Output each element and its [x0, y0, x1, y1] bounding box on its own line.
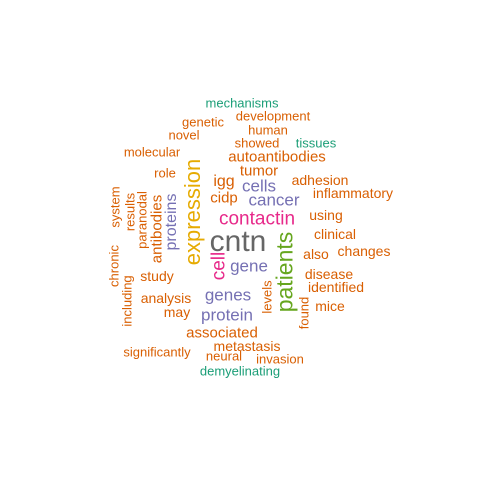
word-genes: genes: [204, 285, 252, 305]
word-showed: showed: [234, 135, 280, 151]
word-proteins: proteins: [163, 193, 180, 251]
word-may: may: [163, 304, 191, 320]
word-demyelinating: demyelinating: [199, 363, 281, 379]
word-found: found: [296, 296, 312, 330]
word-neural: neural: [205, 348, 243, 364]
word-cancer: cancer: [248, 190, 300, 210]
word-using: using: [309, 207, 343, 223]
word-identified: identified: [307, 279, 365, 295]
word-adhesion: adhesion: [291, 172, 349, 188]
word-protein: protein: [201, 305, 253, 325]
word-gene: gene: [230, 256, 268, 276]
word-associated: associated: [186, 324, 258, 342]
word-significantly: significantly: [123, 344, 191, 360]
word-novel: novel: [168, 127, 200, 143]
word-mice: mice: [315, 298, 345, 314]
word-genetic: genetic: [182, 114, 224, 130]
word-study: study: [140, 268, 174, 284]
word-levels: levels: [259, 280, 275, 314]
word-cells: cells: [241, 176, 277, 196]
word-role: role: [154, 165, 176, 181]
word-cntn: cntn: [209, 225, 267, 258]
word-cell: cell: [208, 251, 230, 281]
word-igg: igg: [213, 173, 235, 190]
word-tissues: tissues: [295, 135, 337, 151]
word-disease: disease: [304, 266, 354, 282]
word-antibodies: antibodies: [148, 194, 166, 264]
word-molecular: molecular: [123, 144, 181, 160]
word-metastasis: metastasis: [213, 338, 281, 354]
word-human: human: [248, 122, 288, 138]
word-invasion: invasion: [256, 351, 304, 367]
word-expression: expression: [180, 158, 205, 266]
word-also: also: [303, 246, 329, 262]
word-clinical: clinical: [313, 226, 357, 242]
word-mechanisms: mechanisms: [205, 95, 279, 111]
word-tumor: tumor: [239, 162, 279, 180]
word-development: development: [235, 108, 311, 124]
word-patients: patients: [271, 231, 298, 313]
word-cidp: cidp: [210, 189, 238, 207]
word-results: results: [122, 192, 138, 232]
word-system: system: [107, 186, 123, 228]
word-analysis: analysis: [140, 290, 192, 306]
word-including: including: [119, 275, 135, 327]
word-changes: changes: [337, 243, 391, 259]
word-contactin: contactin: [218, 208, 296, 230]
word-inflammatory: inflammatory: [312, 185, 394, 201]
word-autoantibodies: autoantibodies: [228, 148, 326, 166]
